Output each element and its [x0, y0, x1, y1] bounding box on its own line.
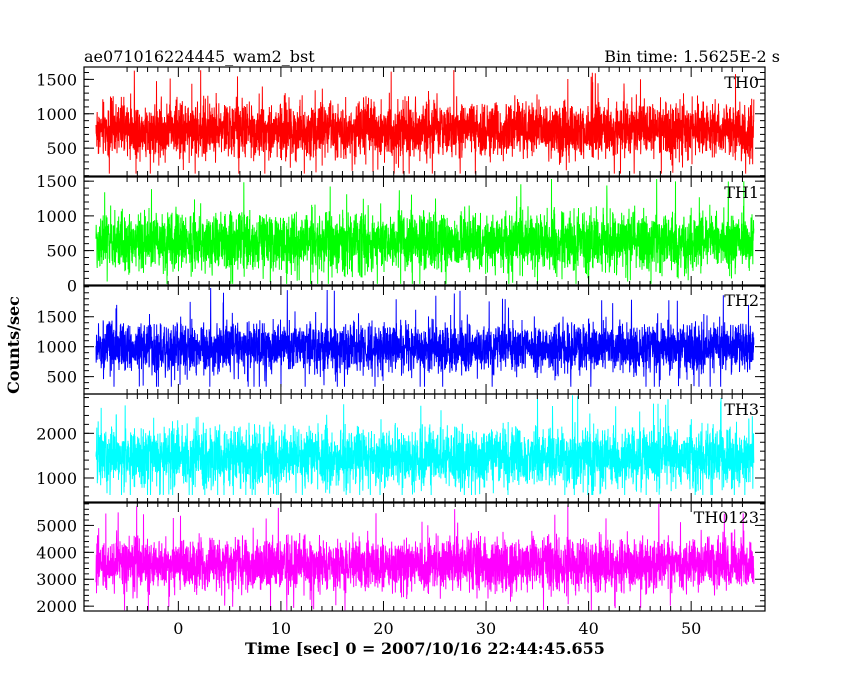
series-line-th1	[95, 178, 755, 284]
y-tick-label: 1000	[36, 338, 77, 357]
y-tick-label: 5000	[36, 516, 77, 535]
y-tick-label: 500	[46, 242, 77, 261]
y-tick-label: 500	[46, 368, 77, 387]
x-tick-label: 10	[271, 619, 291, 638]
y-tick-label: 1000	[36, 105, 77, 124]
panel-name-th0123: TH0123	[694, 508, 759, 527]
chart-title: ae071016224445_wam2_bst	[84, 47, 315, 66]
x-tick-label: 20	[373, 619, 393, 638]
x-tick-label: 40	[578, 619, 598, 638]
series-line-th2	[95, 287, 755, 387]
y-tick-label: 500	[46, 139, 77, 158]
panel-name-th3: TH3	[724, 400, 759, 419]
panel-frame	[83, 501, 766, 612]
panel-th3	[95, 395, 755, 496]
y-tick-label: 1500	[36, 308, 77, 327]
panel-name-th0: TH0	[724, 73, 759, 92]
panel-th0	[95, 70, 755, 174]
y-tick-label: 2000	[36, 597, 77, 616]
series-line-th3	[95, 395, 755, 496]
panel-name-th1: TH1	[724, 183, 759, 202]
panels-layer	[95, 70, 755, 611]
y-axis-label: Counts/sec	[4, 296, 23, 394]
y-tick-label: 1000	[36, 207, 77, 226]
y-tick-label: 2000	[36, 424, 77, 443]
y-tick-label: 0	[67, 276, 77, 295]
y-tick-label: 3000	[36, 570, 77, 589]
panel-th2	[95, 287, 755, 387]
series-line-th0	[95, 70, 755, 174]
y-tick-label: 4000	[36, 543, 77, 562]
panel-th0123	[95, 503, 755, 611]
panel-th1	[95, 178, 755, 284]
y-tick-label: 1500	[36, 172, 77, 191]
series-line-th0123	[95, 503, 755, 611]
panel-frame	[83, 66, 766, 177]
y-tick-label: 1500	[36, 70, 77, 89]
x-tick-label: 30	[476, 619, 496, 638]
y-tick-label: 1000	[36, 469, 77, 488]
x-tick-label: 0	[173, 619, 183, 638]
panel-name-th2: TH2	[724, 291, 759, 310]
x-tick-label: 50	[681, 619, 701, 638]
chart-subtitle: Bin time: 1.5625E-2 s	[604, 47, 780, 66]
x-axis-label: Time [sec] 0 = 2007/10/16 22:44:45.655	[245, 639, 605, 658]
